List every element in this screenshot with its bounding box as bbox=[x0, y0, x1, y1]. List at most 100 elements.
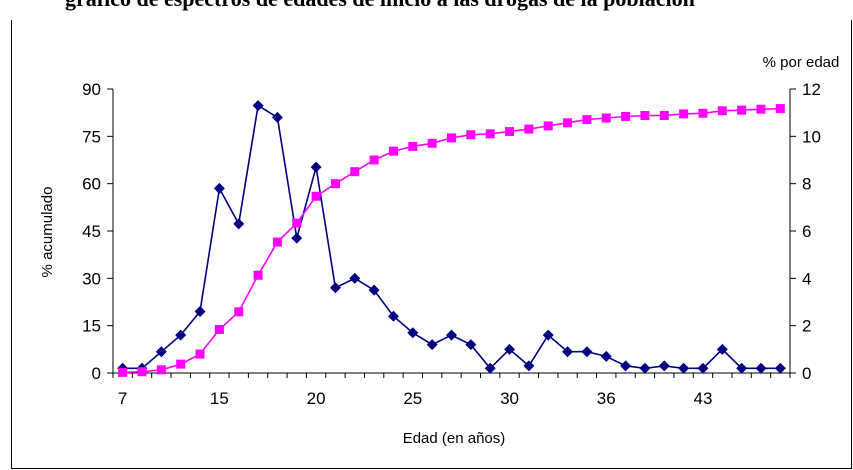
chart-frame bbox=[11, 20, 852, 469]
data-point-square bbox=[485, 129, 495, 139]
series-group bbox=[118, 104, 785, 377]
data-point-diamond bbox=[697, 362, 709, 374]
data-point-square bbox=[582, 115, 592, 125]
y-left-tick-label: 0 bbox=[92, 364, 101, 383]
data-point-diamond bbox=[562, 346, 574, 358]
x-tick-label: 43 bbox=[693, 389, 712, 408]
data-point-diamond bbox=[349, 272, 361, 284]
data-point-square bbox=[737, 105, 747, 115]
y-left-tick-label: 75 bbox=[82, 127, 101, 146]
y-left-tick-label: 60 bbox=[82, 175, 101, 194]
data-point-square bbox=[524, 124, 534, 134]
data-point-square bbox=[621, 111, 631, 121]
data-point-square bbox=[118, 367, 128, 377]
data-point-diamond bbox=[716, 343, 728, 355]
chart-labels: Edad (en años) % acumulado % por edad bbox=[39, 54, 839, 447]
data-point-diamond bbox=[600, 350, 612, 362]
data-point-diamond bbox=[368, 284, 380, 296]
data-point-square bbox=[214, 324, 224, 334]
y-axis-right-label: % por edad bbox=[763, 54, 840, 71]
chart-axes: 0 15 30 45 60 75 90 0 2 4 6 8 10 12 7 15 20 25 30 36 43 bbox=[82, 80, 821, 408]
y-right-tick-label: 12 bbox=[802, 80, 821, 99]
data-point-diamond bbox=[426, 339, 438, 351]
data-point-diamond bbox=[678, 362, 690, 374]
y-left-tick-label: 45 bbox=[82, 222, 101, 241]
data-point-diamond bbox=[291, 232, 303, 244]
x-tick-label: 36 bbox=[597, 389, 616, 408]
data-point-diamond bbox=[639, 362, 651, 374]
y-right-tick-label: 2 bbox=[802, 317, 811, 336]
data-point-diamond bbox=[736, 362, 748, 374]
data-point-square bbox=[466, 130, 476, 140]
chart-series bbox=[117, 100, 786, 377]
data-point-diamond bbox=[446, 329, 457, 341]
data-point-square bbox=[679, 109, 689, 119]
data-point-diamond bbox=[213, 182, 225, 194]
data-point-square bbox=[369, 155, 379, 165]
data-point-square bbox=[640, 111, 650, 121]
data-point-diamond bbox=[755, 362, 767, 374]
data-point-square bbox=[311, 191, 321, 201]
data-point-square bbox=[447, 133, 456, 143]
data-point-diamond bbox=[581, 346, 593, 358]
data-point-square bbox=[756, 104, 766, 114]
data-point-square bbox=[601, 113, 611, 123]
data-point-diamond bbox=[310, 161, 322, 173]
data-point-diamond bbox=[155, 346, 167, 358]
data-point-diamond bbox=[407, 327, 419, 339]
data-point-square bbox=[775, 104, 785, 114]
data-point-square bbox=[717, 106, 727, 116]
x-tick-label: 25 bbox=[403, 389, 422, 408]
data-point-diamond bbox=[504, 343, 516, 355]
data-point-diamond bbox=[175, 329, 187, 341]
data-point-diamond bbox=[620, 360, 632, 372]
y-right-tick-label: 0 bbox=[802, 364, 811, 383]
x-tick-label: 20 bbox=[307, 389, 326, 408]
data-point-square bbox=[272, 237, 282, 247]
data-point-square bbox=[234, 307, 244, 317]
x-axis-label: Edad (en años) bbox=[403, 430, 506, 447]
data-point-square bbox=[388, 146, 398, 156]
data-point-diamond bbox=[523, 360, 535, 372]
y-right-tick-label: 10 bbox=[802, 127, 821, 146]
series-group bbox=[117, 100, 786, 374]
data-point-square bbox=[543, 121, 553, 131]
data-point-diamond bbox=[387, 310, 399, 322]
y-left-tick-label: 15 bbox=[82, 317, 101, 336]
y-axis-left-label: % acumulado bbox=[39, 187, 56, 278]
data-point-diamond bbox=[774, 362, 786, 374]
data-point-diamond bbox=[484, 362, 496, 374]
y-right-tick-label: 8 bbox=[802, 175, 811, 194]
x-tick-label: 7 bbox=[118, 389, 127, 408]
data-point-diamond bbox=[658, 360, 670, 372]
chart-title-strip: gráfico de espectros de edades de inicio… bbox=[0, 0, 853, 20]
data-point-diamond bbox=[271, 111, 283, 123]
data-point-square bbox=[427, 138, 437, 148]
data-point-diamond bbox=[465, 339, 477, 351]
data-point-square bbox=[176, 359, 186, 369]
y-left-tick-label: 90 bbox=[82, 80, 101, 99]
data-point-diamond bbox=[252, 100, 264, 112]
y-right-tick-label: 6 bbox=[802, 222, 811, 241]
data-point-square bbox=[563, 118, 573, 128]
data-point-square bbox=[330, 179, 340, 189]
data-point-square bbox=[292, 218, 302, 228]
data-point-square bbox=[137, 367, 147, 377]
y-right-tick-label: 4 bbox=[802, 269, 811, 288]
data-point-square bbox=[156, 365, 166, 375]
data-point-square bbox=[659, 111, 669, 121]
data-point-square bbox=[505, 127, 515, 137]
data-point-diamond bbox=[542, 329, 554, 341]
x-tick-label: 30 bbox=[500, 389, 519, 408]
data-point-square bbox=[698, 108, 708, 118]
data-point-diamond bbox=[233, 218, 245, 230]
data-point-diamond bbox=[329, 282, 341, 294]
y-left-tick-label: 30 bbox=[82, 269, 101, 288]
data-point-square bbox=[350, 167, 360, 177]
data-point-square bbox=[253, 270, 263, 280]
data-point-square bbox=[195, 349, 205, 359]
x-tick-label: 15 bbox=[210, 389, 229, 408]
chart-title: gráfico de espectros de edades de inicio… bbox=[65, 0, 695, 12]
data-point-diamond bbox=[194, 305, 206, 317]
